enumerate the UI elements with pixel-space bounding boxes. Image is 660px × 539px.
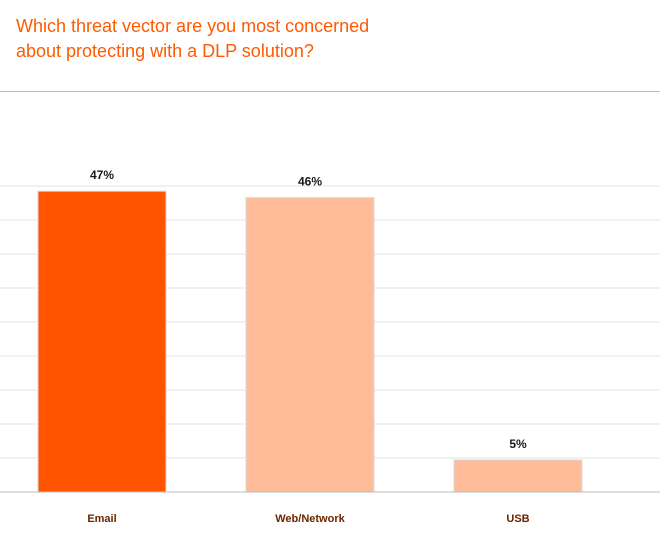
value-labels: 47% 46% 5% [90, 168, 527, 451]
category-label-usb: USB [506, 513, 529, 525]
category-labels: Email Web/Network USB [87, 513, 529, 525]
value-label-email: 47% [90, 168, 114, 182]
value-label-web-network: 46% [298, 175, 322, 189]
title-divider [0, 91, 660, 92]
chart-title-line-1: Which threat vector are you most concern… [16, 16, 370, 36]
value-label-usb: 5% [509, 437, 527, 451]
category-label-web-network: Web/Network [275, 513, 345, 525]
bar-email [37, 190, 167, 493]
category-label-email: Email [87, 513, 116, 525]
chart-title-line-2: about protecting with a DLP solution? [16, 41, 314, 61]
bars [37, 190, 583, 493]
bar-web-network [245, 197, 375, 493]
chart-title: Which threat vector are you most concern… [16, 14, 436, 64]
bar-usb [453, 459, 583, 493]
